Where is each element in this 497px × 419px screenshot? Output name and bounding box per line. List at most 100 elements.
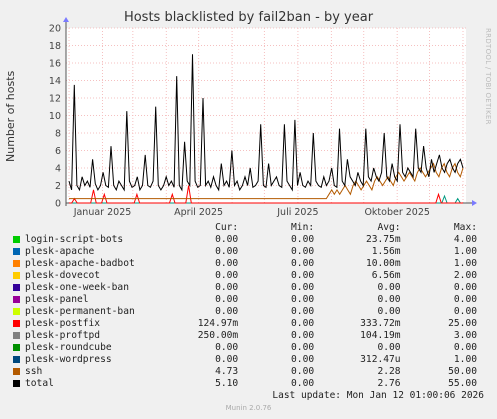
legend-avg-value: 10.00m	[365, 258, 401, 269]
legend-min-value: 0.00	[291, 294, 315, 305]
legend-avg-value: 23.75m	[365, 234, 401, 245]
legend-min-value: 0.00	[291, 258, 315, 269]
legend-max-value: 3.00	[453, 330, 477, 341]
legend-row-plesk-apache: plesk-apache 0.00 0.00 1.56m 1.00	[13, 246, 477, 258]
legend-swatch	[13, 319, 20, 327]
legend-row-plesk-wordpress: plesk-wordpress 0.00 0.00 312.47u 1.00	[13, 354, 477, 366]
x-axis-arrow	[472, 200, 477, 206]
legend-max-value: 1.00	[453, 246, 477, 257]
y-tick-label: 10	[49, 111, 61, 122]
legend-row-plesk-proftpd: plesk-proftpd 250.00m 0.00 104.19m 3.00	[13, 330, 477, 342]
legend-cur-value: 0.00	[215, 246, 239, 257]
y-tick-label: 8	[55, 129, 61, 140]
legend-series-name: login-script-bots	[25, 234, 124, 245]
legend-row-ssh: ssh 4.73 0.00 2.28 50.00	[13, 366, 477, 378]
legend-min-value: 0.00	[291, 270, 315, 281]
legend-series-name: plesk-roundcube	[25, 342, 112, 353]
legend-cur-value: 250.00m	[197, 330, 239, 341]
legend-min-value: 0.00	[291, 342, 315, 353]
legend-avg-value: 1.56m	[371, 246, 401, 257]
legend-max-value: 0.00	[453, 282, 477, 293]
y-tick-label: 14	[49, 76, 61, 87]
legend-row-login-script-bots: login-script-bots 0.00 0.00 23.75m 4.00	[13, 234, 477, 246]
rrdtool-credit: RRDTOOL / TOBI OETIKER	[484, 28, 492, 125]
legend-min-value: 0.00	[291, 354, 315, 365]
y-tick-label: 18	[49, 41, 61, 52]
legend-series-name: plesk-permanent-ban	[25, 306, 135, 317]
legend-series-name: plesk-apache-badbot	[25, 258, 135, 269]
legend-series-name: plesk-one-week-ban	[25, 282, 129, 293]
legend-min-value: 0.00	[291, 282, 315, 293]
chart-title: Hosts blacklisted by fail2ban - by year	[123, 10, 374, 25]
legend-series-name: plesk-panel	[25, 294, 89, 305]
legend-cur-value: 0.00	[215, 282, 239, 293]
last-update: Last update: Mon Jan 12 01:00:06 2026	[272, 390, 484, 401]
legend-swatch	[13, 379, 20, 387]
legend-series-name: total	[25, 378, 54, 389]
legend-cur-value: 0.00	[215, 354, 239, 365]
legend-avg-value: 333.72m	[360, 318, 401, 329]
legend-row-plesk-permanent-ban: plesk-permanent-ban 0.00 0.00 0.00 0.00	[13, 306, 477, 318]
legend-cur-value: 4.73	[215, 366, 239, 377]
legend-row-total: total 5.10 0.00 2.76 55.00	[13, 378, 477, 390]
legend-max-value: 4.00	[453, 234, 477, 245]
legend-swatch	[13, 295, 20, 303]
legend-max-value: 2.00	[453, 270, 477, 281]
legend-cur-value: 0.00	[215, 306, 239, 317]
y-tick-label: 0	[55, 199, 61, 210]
legend-min-value: 0.00	[291, 246, 315, 257]
legend-max-value: 1.00	[453, 258, 477, 269]
legend-swatch	[13, 283, 20, 291]
legend-swatch	[13, 259, 20, 267]
legend-swatch	[13, 307, 20, 315]
legend-row-plesk-postfix: plesk-postfix 124.97m 0.00 333.72m 25.00	[13, 318, 477, 330]
legend-cur-value: 5.10	[215, 378, 239, 389]
x-tick-label: April 2025	[174, 207, 223, 218]
legend-row-plesk-dovecot: plesk-dovecot 0.00 0.00 6.56m 2.00	[13, 270, 477, 282]
legend-series-name: ssh	[25, 366, 43, 377]
y-tick-label: 20	[49, 24, 61, 35]
legend-body: login-script-bots 0.00 0.00 23.75m 4.00 plesk…	[13, 234, 477, 390]
legend-avg-value: 104.19m	[360, 330, 401, 341]
legend-swatch	[13, 367, 20, 375]
legend-min-value: 0.00	[291, 330, 315, 341]
legend-swatch	[13, 331, 20, 339]
legend-header-max: Max:	[453, 222, 477, 233]
legend: Cur: Min: Avg: Max: login-script-bots 0.0…	[13, 222, 483, 390]
legend-max-value: 0.00	[453, 342, 477, 353]
legend-series-name: plesk-proftpd	[25, 330, 101, 341]
legend-swatch	[13, 271, 20, 279]
legend-swatch	[13, 235, 20, 243]
legend-swatch	[13, 343, 20, 351]
legend-cur-value: 124.97m	[197, 318, 239, 329]
legend-max-value: 0.00	[453, 294, 477, 305]
legend-avg-value: 0.00	[377, 282, 401, 293]
legend-min-value: 0.00	[291, 234, 315, 245]
legend-cur-value: 0.00	[215, 258, 239, 269]
y-tick-label: 12	[49, 94, 61, 105]
legend-avg-value: 2.76	[377, 378, 401, 389]
legend-header-avg: Avg:	[377, 222, 401, 233]
y-axis-arrow	[63, 17, 69, 22]
legend-max-value: 25.00	[448, 318, 477, 329]
legend-avg-value: 312.47u	[360, 354, 401, 365]
legend-cur-value: 0.00	[215, 342, 239, 353]
legend-row-plesk-apache-badbot: plesk-apache-badbot 0.00 0.00 10.00m 1.00	[13, 258, 477, 270]
legend-cur-value: 0.00	[215, 294, 239, 305]
legend-header-cur: Cur:	[215, 222, 239, 233]
legend-swatch	[13, 247, 20, 255]
x-tick-label: Oktober 2025	[364, 207, 430, 218]
legend-min-value: 0.00	[291, 378, 315, 389]
legend-max-value: 50.00	[448, 366, 477, 377]
legend-header-row: Cur: Min: Avg: Max:	[13, 222, 477, 234]
legend-avg-value: 6.56m	[371, 270, 401, 281]
legend-cur-value: 0.00	[215, 234, 239, 245]
legend-cur-value: 0.00	[215, 270, 239, 281]
legend-series-name: plesk-dovecot	[25, 270, 101, 281]
x-tick-label: Januar 2025	[73, 207, 132, 218]
legend-swatch	[13, 355, 20, 363]
chart-plot: 0 2 4 6 8 10 12 14 16 18 20 Januar 2025 April 2025 Ju…	[49, 17, 477, 218]
legend-series-name: plesk-postfix	[25, 318, 101, 329]
series-line-total	[68, 54, 464, 192]
legend-avg-value: 0.00	[377, 306, 401, 317]
